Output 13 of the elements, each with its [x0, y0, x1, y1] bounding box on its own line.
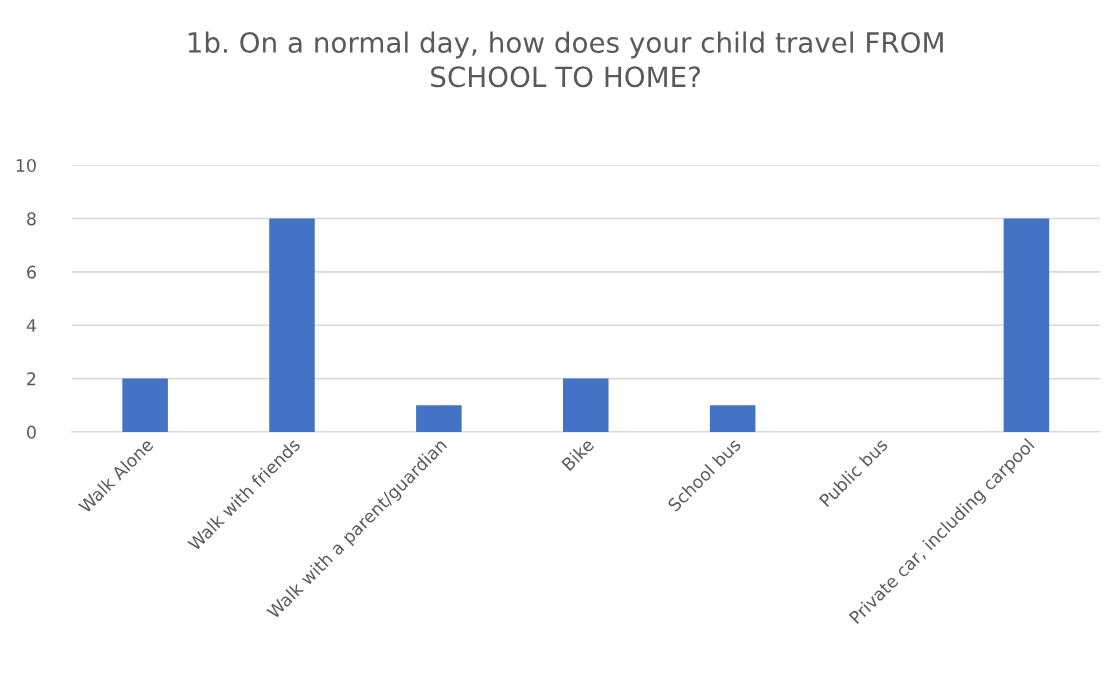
bar — [416, 405, 462, 432]
bar — [562, 378, 609, 432]
bar — [709, 405, 756, 432]
y-tick-label: 2 — [27, 372, 36, 386]
bar — [122, 378, 168, 432]
y-tick-label: 6 — [27, 265, 36, 279]
y-tick-label: 4 — [26, 319, 36, 332]
y-tick-label: 10 — [16, 158, 36, 173]
y-tick-label: 0 — [27, 425, 36, 439]
bar — [1003, 218, 1050, 432]
bar — [269, 218, 315, 432]
y-tick-label: 8 — [27, 212, 36, 226]
chart-title: 1b. On a normal day, how does your child travel FROM SCHOOL TO HOME? — [188, 31, 943, 88]
